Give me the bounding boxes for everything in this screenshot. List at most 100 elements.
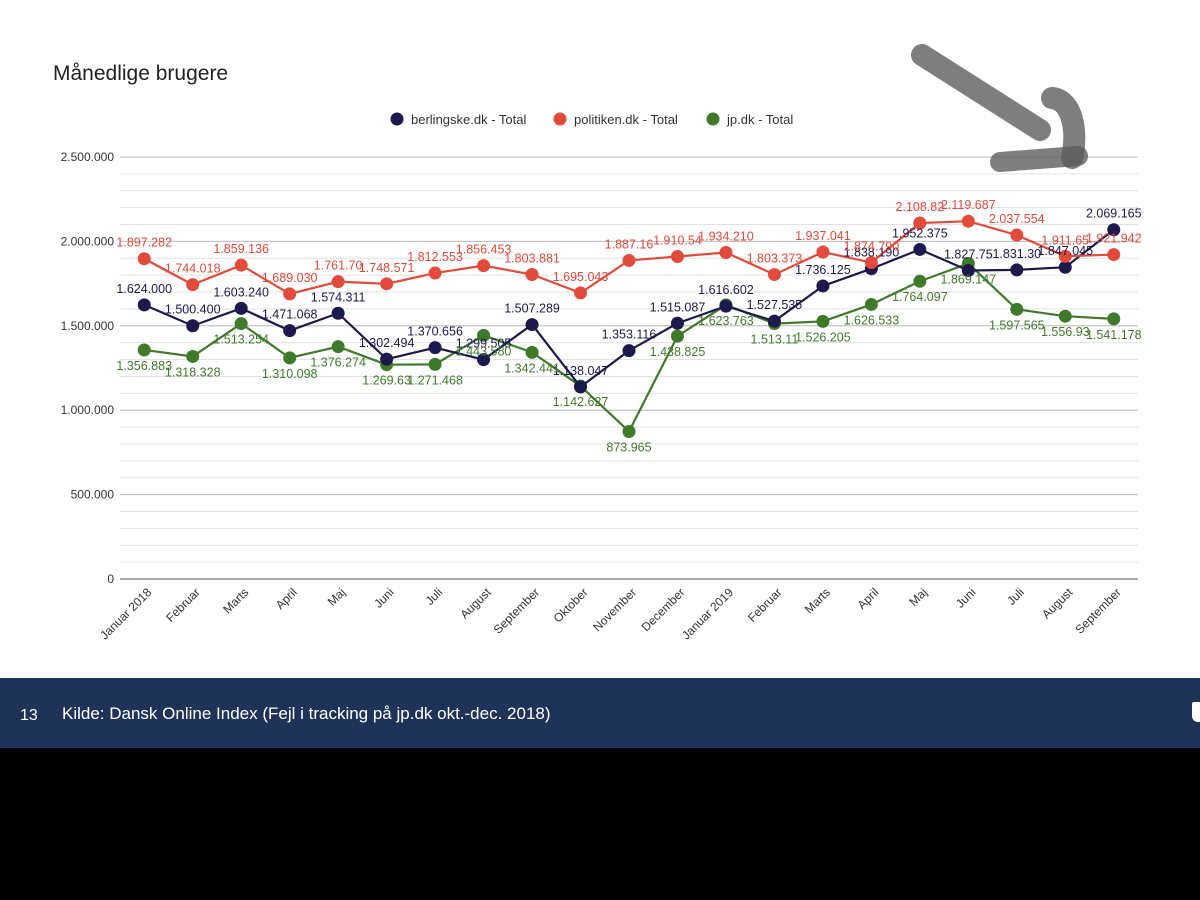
- footer-logo-fragment: [1192, 702, 1200, 722]
- x-tick-label: Februar: [745, 585, 785, 625]
- data-point-jp: [477, 328, 491, 342]
- data-label-jp: 1.342.441: [504, 361, 560, 375]
- data-point-berlingske: [622, 344, 636, 358]
- data-point-berlingske: [137, 298, 151, 312]
- data-point-berlingske: [283, 324, 297, 338]
- data-label-politiken: 2.037.554: [989, 212, 1045, 226]
- data-point-politiken: [1107, 248, 1121, 262]
- data-label-politiken: 1.812.553: [407, 250, 463, 264]
- data-label-berlingske: 1.515.087: [650, 300, 706, 314]
- y-tick-label: 1.000.000: [61, 403, 115, 417]
- legend-marker-politiken: [553, 112, 567, 126]
- data-label-berlingske: 1.831.30: [992, 247, 1041, 261]
- data-point-jp: [1010, 302, 1024, 316]
- x-tick-label: August: [1039, 585, 1076, 622]
- x-tick-label: Juli: [423, 585, 446, 608]
- data-point-jp: [428, 357, 442, 371]
- x-tick-label: Juni: [953, 585, 978, 610]
- data-point-politiken: [331, 275, 345, 289]
- data-label-politiken: 1.937.041: [795, 229, 851, 243]
- y-tick-label: 500.000: [71, 488, 115, 502]
- slide-number: 13: [20, 707, 38, 724]
- data-label-jp: 1.626.533: [844, 313, 900, 327]
- data-label-berlingske: 1.370.656: [407, 325, 463, 339]
- data-label-berlingske: 2.069.165: [1086, 207, 1142, 221]
- data-label-jp: 1.623.763: [698, 314, 754, 328]
- footer-bar: 13 Kilde: Dansk Online Index (Fejl i tra…: [0, 678, 1200, 748]
- x-tick-label: April: [855, 585, 882, 612]
- x-tick-label: Marts: [220, 585, 251, 616]
- x-tick-label: December: [639, 585, 688, 634]
- data-label-jp: 1.556.93: [1041, 325, 1090, 339]
- data-label-politiken: 1.748.571: [359, 261, 415, 275]
- data-label-politiken: 1.744.018: [165, 262, 221, 276]
- data-label-berlingske: 1.574.311: [311, 290, 366, 304]
- data-point-jp: [622, 424, 636, 438]
- data-label-jp: 1.142.627: [553, 395, 609, 409]
- x-tick-label: Februar: [163, 585, 203, 625]
- data-label-berlingske: 1.500.400: [165, 303, 221, 317]
- data-label-berlingske: 1.353.116: [602, 328, 657, 342]
- data-point-berlingske: [380, 352, 394, 366]
- data-label-berlingske: 1.847.045: [1037, 244, 1093, 258]
- data-point-politiken: [670, 250, 684, 264]
- data-label-jp: 1.318.328: [165, 365, 221, 379]
- x-tick-label: August: [457, 585, 494, 622]
- x-tick-label: Juli: [1004, 585, 1027, 608]
- data-label-politiken: 1.695.043: [553, 270, 609, 284]
- data-point-politiken: [719, 246, 733, 260]
- data-label-politiken: 1.921.942: [1086, 232, 1142, 246]
- data-label-politiken: 1.934.210: [698, 230, 754, 244]
- data-label-jp: 1.526.205: [795, 330, 851, 344]
- data-point-berlingske: [719, 299, 733, 313]
- line-chart: 0 500.000 1.000.000 1.500.000 2.000.000 2.500…: [61, 44, 1142, 642]
- data-label-berlingske: 1.838.190: [844, 246, 900, 260]
- data-label-jp: 1.310.098: [262, 367, 318, 381]
- data-point-berlingske: [961, 263, 975, 277]
- data-point-politiken: [913, 216, 927, 230]
- data-label-berlingske: 1.736.125: [795, 263, 851, 277]
- data-label-jp: 1.541.178: [1086, 328, 1142, 342]
- data-point-berlingske: [913, 242, 927, 256]
- data-point-jp: [1058, 309, 1072, 323]
- data-label-berlingske: 1.952.375: [892, 226, 948, 240]
- data-point-jp: [913, 274, 927, 288]
- data-label-politiken: 1.897.282: [116, 236, 172, 250]
- x-tick-label: September: [491, 585, 542, 636]
- data-point-berlingske: [1107, 223, 1121, 237]
- data-label-jp: 1.271.468: [407, 373, 463, 387]
- data-point-jp: [1107, 312, 1121, 326]
- legend-marker-berlingske: [390, 112, 404, 126]
- x-tick-label: November: [590, 585, 639, 634]
- data-point-politiken: [380, 277, 394, 291]
- y-tick-label: 2.500.000: [61, 150, 115, 164]
- y-tick-label: 0: [107, 572, 114, 586]
- legend-marker-jp: [706, 112, 720, 126]
- data-point-berlingske: [574, 380, 588, 394]
- data-label-berlingske: 1.471.068: [262, 308, 318, 322]
- x-tick-label: Januar 2018: [97, 585, 154, 642]
- data-point-berlingske: [525, 318, 539, 332]
- legend-label-berlingske: berlingske.dk - Total: [411, 112, 526, 127]
- data-label-jp: 1.376.274: [310, 356, 366, 370]
- data-point-berlingske: [670, 316, 684, 330]
- y-tick-label: 2.000.000: [61, 234, 115, 248]
- data-point-politiken: [574, 286, 588, 300]
- data-point-jp: [283, 351, 297, 365]
- data-label-jp: 1.513.254: [213, 333, 269, 347]
- chart-title: Månedlige brugere: [53, 62, 229, 85]
- data-label-jp: 873.965: [606, 440, 651, 454]
- data-point-politiken: [864, 256, 878, 270]
- data-point-berlingske: [767, 314, 781, 328]
- source-note: Kilde: Dansk Online Index (Fejl i tracki…: [62, 704, 551, 723]
- data-point-jp: [331, 340, 345, 354]
- data-label-jp: 1.356.883: [116, 359, 172, 373]
- data-point-berlingske: [428, 341, 442, 355]
- data-point-politiken: [137, 252, 151, 266]
- data-label-politiken: 1.803.881: [504, 252, 560, 266]
- data-point-politiken: [767, 268, 781, 282]
- data-label-politiken: 1.803.373: [747, 252, 803, 266]
- data-label-berlingske: 1.624.000: [116, 282, 172, 296]
- data-point-jp: [670, 329, 684, 343]
- legend-label-politiken: politiken.dk - Total: [574, 112, 678, 127]
